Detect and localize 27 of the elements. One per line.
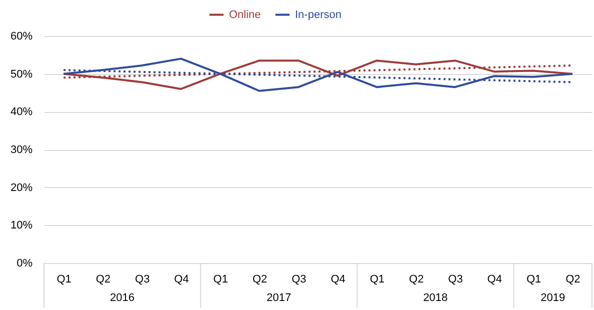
y-tick-label: 30% <box>10 144 33 156</box>
x-tick-label: Q2 <box>409 274 424 286</box>
y-tick-label: 0% <box>16 258 33 270</box>
legend-label: In-person <box>295 8 342 21</box>
y-tick-label: 60% <box>10 30 33 42</box>
text: 2019 <box>540 292 566 304</box>
y-tick-label: 40% <box>10 106 33 118</box>
x-tick-label: Q3 <box>448 274 463 286</box>
y-tick-label: 10% <box>10 220 33 232</box>
x-tick-label: Q2 <box>252 274 268 286</box>
x-tick-label: Q1 <box>213 274 228 286</box>
text: 2017 <box>266 292 292 304</box>
text: 2018 <box>423 292 448 304</box>
x-tick-label: Q1 <box>370 274 385 286</box>
x-tick-label: Q4 <box>174 274 189 286</box>
y-tick-label: 50% <box>10 68 33 80</box>
legend-label: Online <box>229 8 261 21</box>
x-tick-label: Q4 <box>330 274 346 286</box>
x-tick-label: Q4 <box>487 274 502 286</box>
x-tick-label: Q2 <box>96 274 111 286</box>
x-tick-label: Q2 <box>566 274 580 286</box>
text: 2016 <box>110 292 135 304</box>
x-tick-label: Q1 <box>56 274 72 286</box>
x-tick-label: Q3 <box>292 274 306 286</box>
x-tick-label: Q3 <box>135 274 150 286</box>
y-tick-label: 20% <box>10 182 33 194</box>
x-tick-label: Q1 <box>526 274 542 286</box>
